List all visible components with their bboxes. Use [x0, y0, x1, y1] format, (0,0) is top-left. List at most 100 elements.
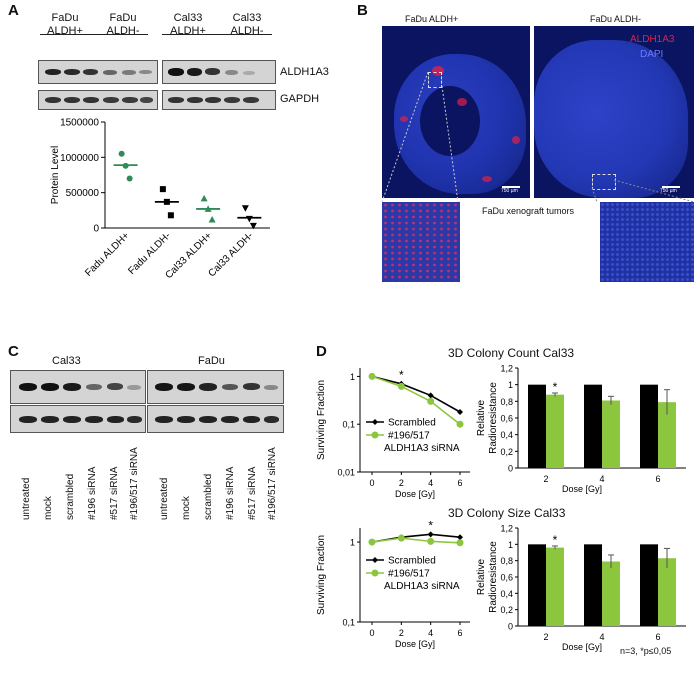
y-tick-label: 500000 — [66, 188, 100, 199]
data-point — [249, 222, 257, 230]
y-tick-label: 0,8 — [500, 556, 513, 566]
y-tick-label: 0 — [508, 622, 513, 632]
radioresistance-size-chart: 0 0,2 0,4 0,6 0,8 1 1,2 2 4 6 * Dose [Gy] Relative Ra… — [476, 524, 686, 652]
western-blot-aldh1a3-cal33-sirna — [10, 370, 146, 404]
scale-bar — [662, 186, 680, 188]
data-point — [427, 537, 435, 545]
y-tick-label: 0,4 — [500, 589, 513, 599]
x-tick-label: 6 — [457, 628, 462, 638]
legend-dapi: DAPI — [640, 49, 664, 60]
legend-marker — [371, 431, 379, 439]
data-point — [457, 534, 463, 541]
lane-label: #196/517 siRNA — [267, 447, 278, 520]
scale-bar — [502, 186, 520, 188]
panel-a-group-headers: FaDu ALDH+ FaDu ALDH- Cal33 ALDH+ Cal33 … — [40, 12, 290, 58]
bar — [640, 384, 658, 468]
y-axis-label: Relative — [476, 400, 487, 437]
zoom-inset-aldh-neg — [600, 202, 694, 282]
x-tick-label: 0 — [369, 628, 374, 638]
x-tick-label: 6 — [655, 632, 660, 642]
lane-label: scrambled — [203, 473, 214, 520]
x-category-label: Fadu ALDH+ — [83, 230, 132, 279]
y-axis-label: Protein Level — [50, 146, 61, 204]
y-tick-label: 1 — [350, 372, 355, 382]
legend-label: ALDH1A3 siRNA — [384, 581, 460, 592]
x-axis-label: Dose [Gy] — [395, 489, 435, 499]
x-tick-label: 4 — [599, 632, 604, 642]
western-blot-aldh1a3-fadu-sirna — [147, 370, 284, 404]
data-point — [368, 538, 376, 546]
bar — [658, 558, 676, 626]
y-axis-label: Radioresistance — [488, 541, 499, 613]
panel-d-label: D — [316, 343, 327, 360]
data-point — [456, 420, 464, 428]
bar — [602, 400, 620, 468]
data-point — [159, 186, 166, 193]
y-tick-label: 1500000 — [60, 118, 99, 129]
bar — [584, 384, 602, 468]
scale-bar-label: 750 µm — [501, 188, 518, 194]
bar — [640, 544, 658, 626]
panel-a-label: A — [8, 2, 19, 19]
data-point — [368, 372, 376, 380]
x-tick-label: 2 — [399, 628, 404, 638]
y-axis-label: Surviving Fraction — [316, 380, 327, 460]
group-underline — [40, 34, 148, 35]
blot-title-fadu: FaDu — [198, 355, 225, 367]
row2-title: 3D Colony Size Cal33 — [448, 506, 566, 520]
western-blot-gapdh-cal33-sirna — [10, 405, 146, 433]
surviving-fraction-count-chart: 0,01 0,1 1 0 2 4 6 Dose [Gy] Surviving Fraction *… — [316, 368, 470, 499]
lane-label: #196 siRNA — [225, 466, 236, 520]
legend-marker — [371, 569, 379, 577]
scale-bar-label: 750 µm — [660, 188, 677, 194]
x-axis-label: Dose [Gy] — [562, 642, 602, 652]
y-tick-label: 0,01 — [337, 468, 355, 478]
data-point — [118, 150, 125, 157]
bar — [546, 547, 564, 626]
surviving-fraction-size-chart: 0,1 1 0 2 4 6 Dose [Gy] Surviving Fraction * Scra… — [316, 520, 470, 649]
bar — [528, 544, 546, 626]
bar — [584, 544, 602, 626]
lane-label: mock — [43, 496, 54, 520]
x-axis-label: Dose [Gy] — [395, 639, 435, 649]
blot-title-cal33: Cal33 — [52, 355, 81, 367]
data-point — [167, 212, 174, 219]
western-blot-gapdh-fadu-sirna — [147, 405, 284, 433]
micrograph-fadu-aldh-pos: 750 µm — [382, 26, 530, 198]
y-tick-label: 0 — [93, 224, 99, 235]
series-line — [371, 537, 461, 544]
micrograph-title-aldh-neg: FaDu ALDH- — [590, 14, 642, 24]
y-tick-label: 1 — [508, 540, 513, 550]
x-tick-label: 4 — [428, 478, 433, 488]
lane-label: #196 siRNA — [87, 466, 98, 520]
bar — [528, 384, 546, 468]
data-point — [427, 397, 435, 405]
series-line — [371, 375, 461, 413]
significance-star: * — [553, 533, 558, 547]
x-tick-label: 0 — [369, 478, 374, 488]
y-tick-label: 1,2 — [500, 364, 513, 374]
footnote: n=3, *p≤0,05 — [620, 646, 672, 656]
bar — [602, 561, 620, 626]
panel-b-label: B — [357, 2, 368, 19]
western-blot-gapdh-cal33 — [162, 90, 276, 110]
legend-label: ALDH1A3 siRNA — [384, 443, 460, 454]
western-blot-aldh1a3-cal33 — [162, 60, 276, 84]
western-blot-aldh1a3-fadu — [38, 60, 158, 84]
legend-marker — [372, 557, 378, 563]
y-axis-label: Relative — [476, 559, 487, 596]
data-point — [241, 205, 249, 212]
y-tick-label: 1 — [508, 380, 513, 390]
data-point — [245, 215, 253, 223]
y-tick-label: 0,6 — [500, 414, 513, 424]
legend-label: Scrambled — [388, 556, 436, 567]
y-tick-label: 1 — [350, 538, 355, 548]
y-axis-label: Surviving Fraction — [316, 535, 327, 615]
x-tick-label: 2 — [399, 478, 404, 488]
lane-label: untreated — [159, 477, 170, 520]
micrograph-title-aldh-pos: FaDu ALDH+ — [405, 14, 459, 24]
protein-level-scatter-chart: 0 500000 1000000 1500000 Protein Level Fadu A… — [50, 118, 270, 281]
x-tick-label: 6 — [655, 474, 660, 484]
significance-star: * — [399, 368, 404, 382]
micrograph-caption: FaDu xenograft tumors — [482, 206, 575, 216]
